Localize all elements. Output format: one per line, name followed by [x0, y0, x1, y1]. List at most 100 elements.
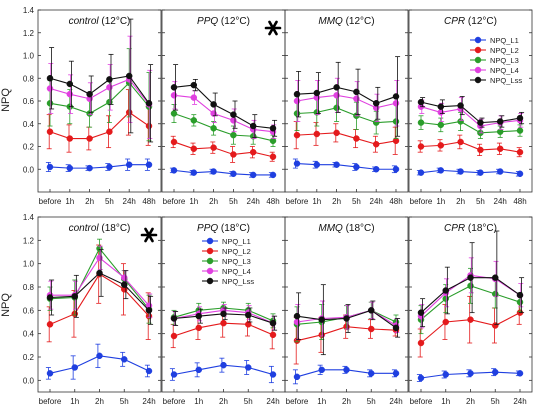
- x-tick-label: before: [410, 197, 433, 206]
- data-point: [442, 295, 449, 302]
- data-point: [492, 322, 499, 329]
- series-NPQ_Lss: [417, 230, 525, 328]
- data-point: [46, 128, 54, 135]
- data-point: [442, 318, 449, 326]
- significance-asterisk: [140, 227, 158, 243]
- data-point: [457, 138, 464, 146]
- data-point: [269, 171, 277, 179]
- asterisk-stroke: [144, 227, 154, 243]
- data-point: [417, 339, 425, 347]
- data-point: [477, 169, 484, 176]
- y-tick-label: 1.4: [23, 6, 35, 15]
- series-NPQ_L1: [45, 158, 153, 172]
- x-tick-label: 1h: [194, 397, 203, 406]
- data-point: [293, 160, 301, 167]
- data-point: [269, 137, 277, 145]
- data-point: [190, 145, 198, 153]
- data-point: [516, 114, 524, 122]
- panel-6: before 1h 2h 5h 24h MMQ (18°C): [284, 216, 409, 406]
- data-point: [492, 274, 499, 281]
- data-point: [467, 370, 474, 377]
- data-point: [170, 332, 178, 340]
- legend-swatch-marker: [206, 257, 214, 265]
- data-point: [437, 103, 445, 110]
- x-tick-label: before: [286, 197, 309, 206]
- data-point: [66, 135, 74, 142]
- data-point: [46, 294, 54, 301]
- significance-asterisk: [264, 20, 282, 36]
- x-tick-label: 2h: [85, 197, 94, 206]
- legend-swatch-marker: [206, 237, 214, 245]
- data-point: [121, 356, 128, 363]
- legend-swatch-marker: [474, 36, 482, 44]
- data-point: [477, 119, 484, 126]
- data-point: [46, 163, 54, 171]
- data-point: [46, 100, 54, 107]
- data-point: [66, 90, 74, 98]
- legend-swatch-marker: [474, 46, 482, 54]
- data-point: [368, 307, 375, 314]
- data-point: [269, 319, 277, 327]
- data-point: [343, 315, 350, 322]
- data-point: [170, 92, 178, 99]
- data-point: [230, 131, 237, 139]
- series-NPQ_L2: [170, 308, 277, 350]
- series-line: [420, 101, 521, 124]
- y-tick-label: 0.6: [23, 97, 35, 106]
- data-point: [516, 127, 524, 134]
- x-tick-label: 5h: [105, 197, 114, 206]
- x-tick-label: 5h: [120, 397, 129, 406]
- data-point: [313, 89, 321, 97]
- panel-title-name: PPQ: [197, 16, 218, 27]
- series-line: [49, 75, 150, 104]
- panel-title-suffix: (12°C): [465, 16, 497, 27]
- data-point: [392, 324, 400, 332]
- x-tick-label: 5h: [491, 397, 500, 406]
- data-point: [145, 367, 153, 375]
- panel-series-group: [45, 18, 154, 172]
- data-point: [392, 93, 400, 100]
- panel-title-suffix: (12°C): [218, 16, 250, 27]
- y-tick-label: 0.2: [23, 353, 35, 362]
- y-tick-label: 0.0: [23, 165, 35, 174]
- data-point: [437, 121, 445, 129]
- data-point: [368, 370, 375, 377]
- data-point: [333, 161, 340, 168]
- series-NPQ_L1: [416, 167, 524, 178]
- data-point: [333, 104, 340, 112]
- data-point: [230, 111, 237, 118]
- panel-title-suffix: (12°C): [99, 16, 131, 27]
- data-point: [392, 118, 400, 125]
- x-tick-label: 48h: [142, 197, 155, 206]
- panel-title: CPR (18°C): [444, 223, 497, 234]
- y-tick-label: 0.4: [23, 330, 35, 339]
- panel-title: PPQ (18°C): [197, 223, 250, 234]
- data-point: [195, 366, 202, 374]
- data-point: [516, 170, 524, 178]
- panel-title: control (12°C): [69, 16, 131, 27]
- x-tick-label: before: [410, 397, 433, 406]
- data-point: [106, 128, 113, 135]
- legend-label: NPQ_L3: [222, 257, 251, 266]
- x-tick-label: 1h: [65, 197, 74, 206]
- data-point: [46, 370, 54, 377]
- data-point: [86, 90, 93, 98]
- data-point: [496, 118, 504, 125]
- panel-0: 0.0 0.2 0.4 0.6 0.8 1.0 1.2 1.4 before 1h 2h 5h 24h 4…: [23, 6, 162, 206]
- x-tick-label: 48h: [513, 197, 526, 206]
- data-point: [293, 97, 301, 105]
- y-tick-label: 0.6: [23, 306, 35, 315]
- data-point: [293, 318, 301, 326]
- series-NPQ_Lss: [417, 96, 525, 128]
- data-point: [293, 312, 301, 320]
- data-point: [293, 373, 301, 381]
- panel-title-name: CPR: [444, 223, 465, 234]
- y-tick-label: 0.8: [23, 74, 35, 83]
- panel-title-suffix: (18°C): [99, 223, 131, 234]
- data-point: [195, 324, 202, 332]
- panel-title-name: MMQ: [318, 223, 343, 234]
